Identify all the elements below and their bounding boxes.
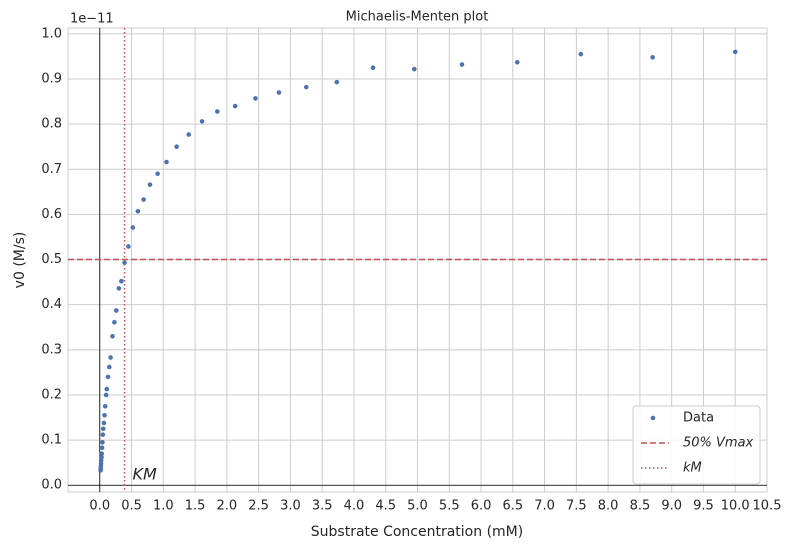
data-point (155, 171, 160, 177)
y-tick-label: 0.5 (41, 252, 62, 267)
y-tick-label: 0.6 (41, 207, 62, 222)
data-point (135, 208, 141, 214)
x-tick-label: 0.0 (89, 499, 110, 514)
y-tick-label: 0.7 (41, 162, 62, 177)
y-tick-label: 0.4 (41, 297, 62, 312)
y-tick-label: 0.1 (41, 433, 62, 448)
x-tick-label: 5.0 (407, 499, 428, 514)
data-point (186, 132, 192, 137)
data-point (98, 468, 103, 473)
x-tick-label: 7.0 (534, 499, 555, 514)
data-point (119, 278, 124, 284)
data-point (101, 420, 107, 426)
data-point (199, 119, 205, 124)
x-tick-label: 4.5 (375, 499, 396, 514)
data-point (108, 355, 113, 360)
x-tick-label: 2.5 (248, 499, 269, 514)
x-tick-label: 1.5 (185, 499, 206, 514)
legend-label: 50% Vmax (683, 436, 754, 451)
x-tick-label: 3.5 (312, 499, 333, 514)
data-point (334, 79, 340, 85)
data-point (147, 182, 153, 187)
data-point (370, 65, 376, 71)
data-point (164, 159, 169, 165)
y-tick-label: 0.3 (41, 342, 62, 357)
data-point (276, 90, 282, 95)
data-point (100, 426, 106, 432)
data-point (732, 49, 738, 55)
y-tick-label: 0.8 (41, 117, 62, 132)
x-tick-label: 4.0 (344, 499, 365, 514)
data-point (578, 51, 584, 57)
legend-label: kM (683, 461, 702, 476)
x-tick-label: 3.0 (280, 499, 301, 514)
data-point (303, 84, 309, 90)
data-point (100, 440, 105, 445)
annotation: KM (133, 465, 157, 484)
data-point (174, 144, 179, 150)
data-point (130, 225, 136, 230)
y-tick-label: 0.9 (41, 72, 62, 87)
legend-label: Data (683, 411, 714, 426)
x-tick-label: 10.5 (753, 499, 782, 514)
data-point (412, 66, 417, 72)
data-point (215, 109, 220, 114)
data-point (102, 412, 107, 418)
x-tick-label: 0.5 (121, 499, 142, 514)
data-point (650, 55, 655, 60)
data-point (105, 374, 111, 380)
data-point (104, 386, 110, 392)
legend-box (632, 405, 761, 485)
data-point (103, 392, 109, 398)
data-point (99, 451, 105, 456)
data-point (253, 96, 258, 101)
y-axis-label: v0 (M/s) (12, 232, 28, 289)
y-tick-label: 0.0 (41, 478, 62, 493)
x-tick-label: 9.5 (693, 499, 714, 514)
data-point (110, 333, 115, 339)
x-tick-label: 10.0 (721, 499, 750, 514)
data-point (107, 364, 112, 370)
data-point (459, 62, 465, 67)
x-tick-label: 6.0 (471, 499, 492, 514)
data-point (514, 60, 520, 65)
data-point (99, 445, 105, 451)
y-tick-label: 0.2 (41, 387, 62, 402)
x-tick-label: 8.0 (598, 499, 619, 514)
data-point (116, 286, 122, 291)
data-point (141, 197, 146, 202)
data-point (126, 244, 131, 249)
x-tick-label: 7.5 (566, 499, 587, 514)
chart-title: Michaelis-Menten plot (346, 10, 489, 25)
legend-marker (650, 415, 656, 421)
y-offset-label: 1e−11 (70, 12, 114, 27)
x-tick-label: 9.0 (661, 499, 682, 514)
data-point (100, 432, 106, 437)
x-tick-label: 8.5 (630, 499, 651, 514)
data-point (232, 103, 238, 109)
y-tick-label: 1.0 (41, 26, 62, 41)
x-tick-label: 5.5 (439, 499, 460, 514)
data-point (112, 319, 117, 325)
data-point (113, 308, 119, 313)
x-tick-label: 2.0 (217, 499, 238, 514)
x-axis-label: Substrate Concentration (mM) (311, 524, 523, 540)
data-point (102, 403, 108, 409)
x-tick-label: 1.0 (153, 499, 174, 514)
x-tick-label: 6.5 (502, 499, 523, 514)
data-point (122, 260, 127, 266)
